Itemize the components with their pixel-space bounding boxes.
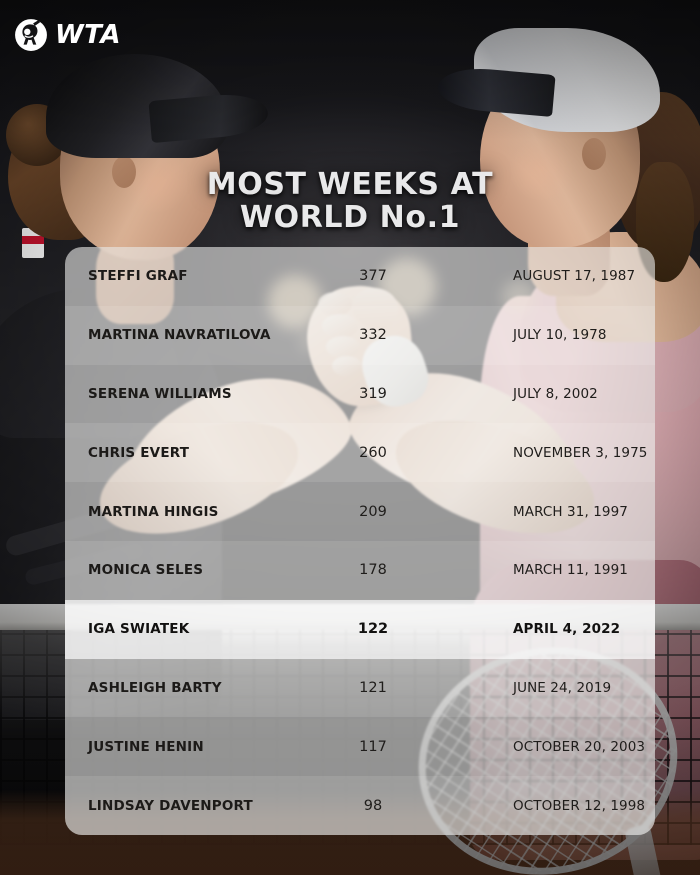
table-row-band	[65, 305, 655, 365]
date-first-reached: OCTOBER 20, 2003	[513, 738, 646, 755]
table-row[interactable]: MARTINA NAVRATILOVA 332 JULY 10, 1978	[65, 306, 655, 365]
date-first-reached: APRIL 4, 2022	[513, 621, 621, 638]
weeks-at-no1: 98	[363, 797, 383, 814]
table-row-band	[65, 599, 655, 659]
left-player-ear	[112, 156, 136, 188]
table-row[interactable]: ASHLEIGH BARTY 121 JUNE 24, 2019	[65, 659, 655, 718]
date-first-reached: OCTOBER 12, 1998	[513, 797, 646, 814]
player-name: JUSTINE HENIN	[88, 738, 204, 755]
wta-racquet-logo-icon	[15, 19, 47, 51]
rankings-table-panel: STEFFI GRAF 377 AUGUST 17, 1987 MARTINA NAV…	[65, 247, 655, 835]
table-row-band	[65, 541, 655, 600]
table-row[interactable]: IGA SWIATEK 122 APRIL 4, 2022	[65, 600, 655, 659]
table-row-band	[65, 658, 655, 718]
table-row[interactable]: STEFFI GRAF 377 AUGUST 17, 1987	[65, 247, 655, 306]
weeks-at-no1: 178	[359, 562, 387, 579]
weeks-at-no1: 260	[359, 444, 387, 461]
date-first-reached: NOVEMBER 3, 1975	[513, 444, 648, 461]
weeks-at-no1: 377	[359, 268, 387, 285]
weeks-at-no1: 122	[357, 621, 389, 638]
player-name: CHRIS EVERT	[88, 444, 190, 461]
table-row[interactable]: LINDSAY DAVENPORT 98 OCTOBER 12, 1998	[65, 776, 655, 835]
date-first-reached: JUNE 24, 2019	[513, 679, 612, 696]
table-row[interactable]: CHRIS EVERT 260 NOVEMBER 3, 1975	[65, 423, 655, 482]
date-first-reached: JULY 8, 2002	[513, 385, 598, 402]
table-row[interactable]: JUSTINE HENIN 117 OCTOBER 20, 2003	[65, 717, 655, 776]
rankings-table: STEFFI GRAF 377 AUGUST 17, 1987 MARTINA NAV…	[65, 247, 655, 835]
page-title-line-1: MOST WEEKS AT	[206, 167, 494, 202]
player-name: LINDSAY DAVENPORT	[88, 797, 253, 814]
page-title: MOST WEEKS AT WORLD No.1	[0, 168, 700, 234]
player-name: MONICA SELES	[88, 562, 204, 579]
date-first-reached: AUGUST 17, 1987	[513, 268, 636, 285]
player-name: SERENA WILLIAMS	[88, 385, 232, 402]
page-title-line-2: WORLD No.1	[239, 200, 461, 235]
weeks-at-no1: 121	[359, 679, 387, 696]
right-player-ear	[582, 138, 606, 170]
table-row[interactable]: SERENA WILLIAMS 319 JULY 8, 2002	[65, 365, 655, 424]
player-name: ASHLEIGH BARTY	[88, 679, 222, 696]
wta-wordmark: WTA	[55, 20, 122, 50]
table-row-band	[65, 776, 655, 835]
date-first-reached: JULY 10, 1978	[513, 327, 607, 344]
table-row[interactable]: MONICA SELES 178 MARCH 11, 1991	[65, 541, 655, 600]
player-name: IGA SWIATEK	[88, 621, 190, 638]
wta-logo: WTA	[14, 18, 121, 52]
weeks-at-no1: 319	[359, 385, 387, 402]
weeks-at-no1: 117	[359, 738, 387, 755]
date-first-reached: MARCH 11, 1991	[513, 562, 628, 579]
player-name: MARTINA NAVRATILOVA	[88, 327, 271, 344]
weeks-at-no1: 332	[359, 327, 387, 344]
right-player-cheek-highlight	[506, 140, 576, 200]
player-name: STEFFI GRAF	[88, 268, 188, 285]
weeks-at-no1: 209	[359, 503, 387, 520]
player-name: MARTINA HINGIS	[88, 503, 219, 520]
table-row[interactable]: MARTINA HINGIS 209 MARCH 31, 1997	[65, 482, 655, 541]
date-first-reached: MARCH 31, 1997	[513, 503, 628, 520]
table-row-band	[65, 423, 655, 483]
left-player-kit-logo-stripe	[22, 236, 44, 244]
